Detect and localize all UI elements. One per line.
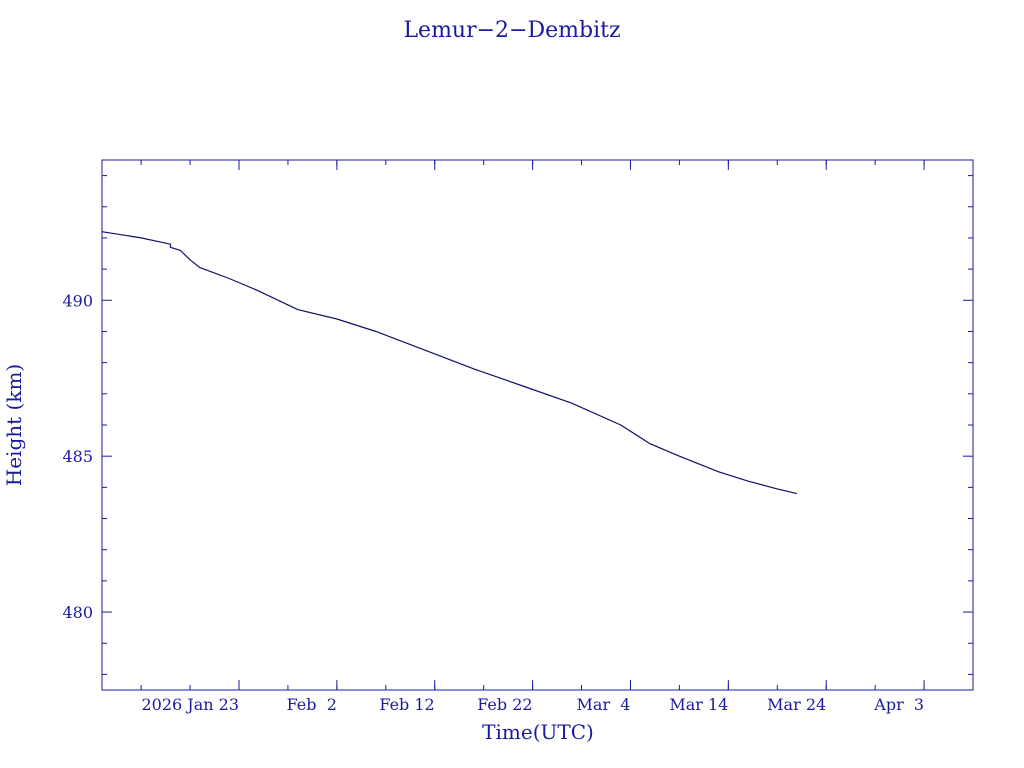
x-tick-label: Apr 3	[873, 695, 924, 714]
y-tick-labels: 480 485 490	[62, 291, 93, 622]
x-tick-label: Feb 12	[379, 695, 434, 714]
x-tick-label: Mar 14	[669, 695, 728, 714]
x-tick-label: Feb 2	[287, 695, 337, 714]
series-line	[101, 231, 797, 495]
y-tick-label: 485	[62, 447, 93, 466]
y-axis-label: Height (km)	[2, 364, 26, 486]
plot-frame	[101, 159, 974, 691]
x-major-ticks	[238, 160, 925, 690]
x-tick-labels: 2026 Jan 23 Feb 2 Feb 12 Feb 22 Mar 4 Mar 14 M…	[141, 695, 924, 714]
y-tick-label: 490	[62, 291, 93, 310]
y-tick-label: 480	[62, 603, 93, 622]
x-minor-ticks	[140, 160, 974, 690]
x-axis-label: Time(UTC)	[482, 720, 594, 744]
chart-title: Lemur−2−Dembitz	[403, 18, 620, 43]
x-tick-label: Feb 22	[477, 695, 532, 714]
x-tick-label: 2026 Jan 23	[141, 695, 239, 714]
x-tick-label: Mar 24	[767, 695, 826, 714]
x-tick-label: Mar 4	[577, 695, 631, 714]
y-minor-ticks	[102, 175, 973, 675]
y-major-ticks	[102, 299, 973, 613]
